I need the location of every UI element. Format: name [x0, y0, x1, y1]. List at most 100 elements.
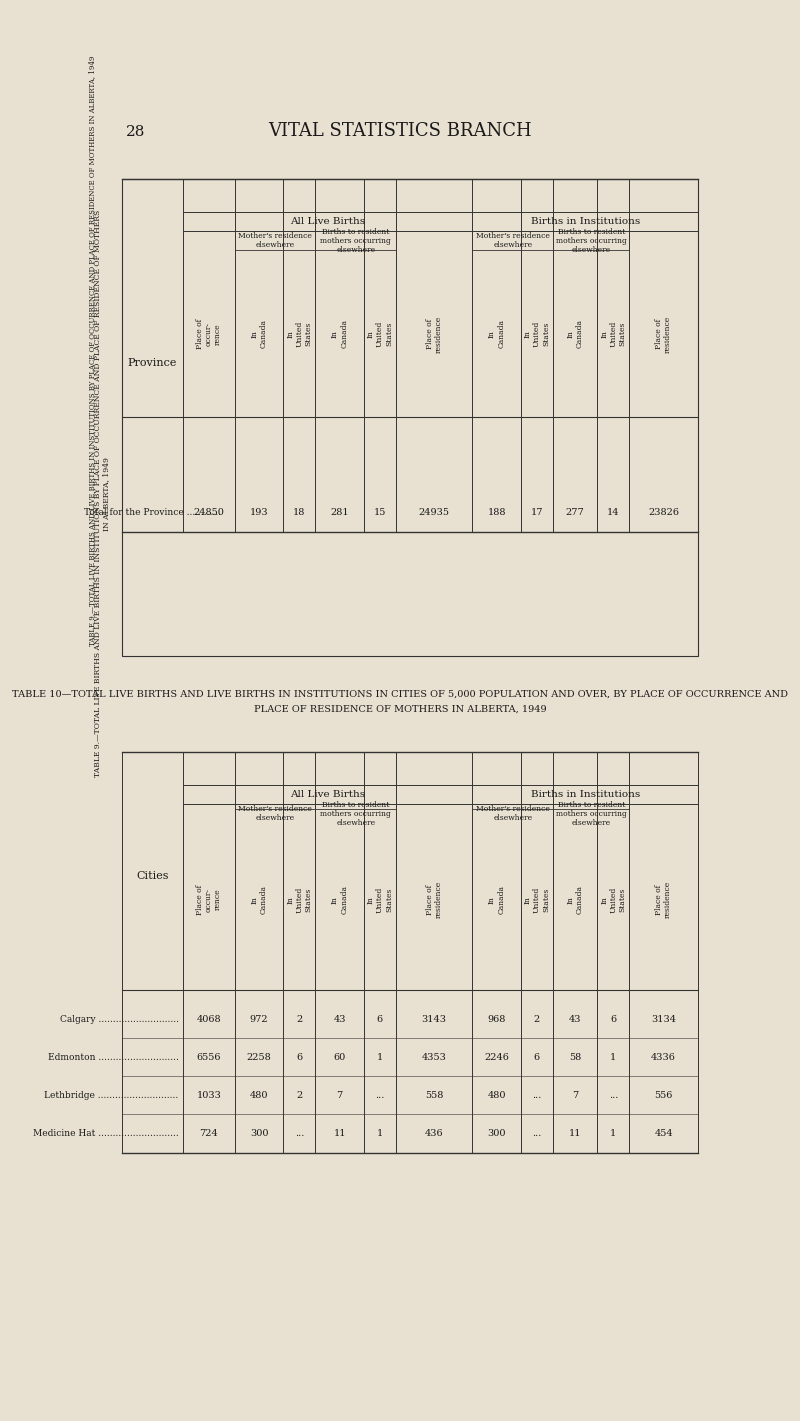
- Text: 193: 193: [250, 509, 269, 517]
- Text: In
United
States: In United States: [366, 887, 393, 912]
- Text: Lethbridge ............................: Lethbridge ............................: [44, 1091, 178, 1100]
- Text: 2246: 2246: [484, 1053, 509, 1061]
- Text: 1033: 1033: [196, 1091, 222, 1100]
- Text: 58: 58: [569, 1053, 582, 1061]
- Text: All Live Births: All Live Births: [290, 217, 365, 226]
- Text: 14: 14: [607, 509, 619, 517]
- Text: In
United
States: In United States: [524, 321, 550, 347]
- Text: 480: 480: [250, 1091, 268, 1100]
- Text: 7: 7: [572, 1091, 578, 1100]
- Text: In
Canada: In Canada: [488, 885, 506, 914]
- Text: In
Canada: In Canada: [331, 885, 348, 914]
- Text: 15: 15: [374, 509, 386, 517]
- Text: ...: ...: [532, 1130, 542, 1138]
- Text: 724: 724: [199, 1130, 218, 1138]
- Text: IN ALBERTA, 1949: IN ALBERTA, 1949: [102, 458, 110, 531]
- Text: 4336: 4336: [651, 1053, 676, 1061]
- Text: All Live Births: All Live Births: [290, 790, 365, 799]
- Text: Place of
occur-
rence: Place of occur- rence: [196, 318, 222, 350]
- Text: ...: ...: [609, 1091, 618, 1100]
- Text: In
Canada: In Canada: [250, 885, 268, 914]
- Text: ...: ...: [294, 1130, 304, 1138]
- Text: 2258: 2258: [246, 1053, 271, 1061]
- Text: 23826: 23826: [648, 509, 679, 517]
- Text: In
United
States: In United States: [600, 887, 626, 912]
- Text: Place of
residence: Place of residence: [655, 881, 672, 918]
- Text: Births in Institutions: Births in Institutions: [530, 217, 640, 226]
- Text: In
United
States: In United States: [600, 321, 626, 347]
- Text: 11: 11: [569, 1130, 582, 1138]
- Text: 1: 1: [377, 1053, 383, 1061]
- Text: 43: 43: [334, 1015, 346, 1023]
- Text: Calgary ............................: Calgary ............................: [60, 1015, 178, 1023]
- Text: 300: 300: [487, 1130, 506, 1138]
- Text: Births to resident
mothers occurring
elsewhere: Births to resident mothers occurring els…: [320, 800, 391, 827]
- Text: In
Canada: In Canada: [250, 320, 268, 348]
- Text: 281: 281: [330, 509, 349, 517]
- Text: 4353: 4353: [422, 1053, 446, 1061]
- Text: ...: ...: [532, 1091, 542, 1100]
- Text: 972: 972: [250, 1015, 269, 1023]
- Text: TABLE 9.—TOTAL LIVE BIRTHS AND LIVE BIRTHS IN INSTITUTIONS BY PLACE OF OCCURRENC: TABLE 9.—TOTAL LIVE BIRTHS AND LIVE BIRT…: [94, 210, 102, 777]
- Text: 24935: 24935: [418, 509, 450, 517]
- Text: 6556: 6556: [197, 1053, 221, 1061]
- Text: PLACE OF RESIDENCE OF MOTHERS IN ALBERTA, 1949: PLACE OF RESIDENCE OF MOTHERS IN ALBERTA…: [254, 705, 546, 713]
- Text: 24850: 24850: [194, 509, 224, 517]
- Text: 6: 6: [296, 1053, 302, 1061]
- Text: 2: 2: [296, 1091, 302, 1100]
- Text: In
Canada: In Canada: [331, 320, 348, 348]
- Text: Cities: Cities: [136, 871, 169, 881]
- Text: 454: 454: [654, 1130, 673, 1138]
- Text: Total for the Province ............: Total for the Province ............: [84, 509, 221, 517]
- Text: 188: 188: [487, 509, 506, 517]
- Text: Place of
occur-
rence: Place of occur- rence: [196, 884, 222, 915]
- Text: VITAL STATISTICS BRANCH: VITAL STATISTICS BRANCH: [268, 122, 532, 139]
- Bar: [122, 179, 698, 657]
- Text: Mother's residence
elsewhere: Mother's residence elsewhere: [476, 232, 550, 250]
- Text: 1: 1: [377, 1130, 383, 1138]
- Text: Edmonton ............................: Edmonton ............................: [48, 1053, 178, 1061]
- Text: 6: 6: [534, 1053, 540, 1061]
- Text: Place of
residence: Place of residence: [426, 315, 443, 352]
- Text: Mother's residence
elsewhere: Mother's residence elsewhere: [476, 806, 550, 823]
- Text: 11: 11: [334, 1130, 346, 1138]
- Text: 28: 28: [126, 125, 146, 139]
- Text: 2: 2: [296, 1015, 302, 1023]
- Text: 6: 6: [377, 1015, 383, 1023]
- Text: Place of
residence: Place of residence: [426, 881, 443, 918]
- Text: 556: 556: [654, 1091, 673, 1100]
- Text: In
United
States: In United States: [286, 887, 313, 912]
- Text: 4068: 4068: [197, 1015, 221, 1023]
- Text: In
Canada: In Canada: [566, 885, 584, 914]
- Text: Births to resident
mothers occurring
elsewhere: Births to resident mothers occurring els…: [320, 227, 391, 254]
- Text: 43: 43: [569, 1015, 582, 1023]
- Text: 277: 277: [566, 509, 585, 517]
- Text: 2: 2: [534, 1015, 540, 1023]
- Text: 60: 60: [334, 1053, 346, 1061]
- Text: Births in Institutions: Births in Institutions: [530, 790, 640, 799]
- Text: In
Canada: In Canada: [566, 320, 584, 348]
- Text: 968: 968: [487, 1015, 506, 1023]
- Text: 480: 480: [487, 1091, 506, 1100]
- Text: 436: 436: [425, 1130, 443, 1138]
- Text: 7: 7: [337, 1091, 342, 1100]
- Text: 18: 18: [293, 509, 306, 517]
- Text: In
Canada: In Canada: [488, 320, 506, 348]
- Text: 1: 1: [610, 1053, 617, 1061]
- Text: 17: 17: [530, 509, 543, 517]
- Text: TABLE 9.—TOTAL LIVE BIRTHS AND LIVE BIRTHS IN INSTITUTIONS BY PLACE OF OCCURRENC: TABLE 9.—TOTAL LIVE BIRTHS AND LIVE BIRT…: [89, 55, 97, 645]
- Text: 3143: 3143: [422, 1015, 446, 1023]
- Text: In
United
States: In United States: [286, 321, 313, 347]
- Text: In
United
States: In United States: [524, 887, 550, 912]
- Text: 300: 300: [250, 1130, 268, 1138]
- Text: In
United
States: In United States: [366, 321, 393, 347]
- Text: ...: ...: [375, 1091, 385, 1100]
- Text: 1: 1: [610, 1130, 617, 1138]
- Text: TABLE 10—TOTAL LIVE BIRTHS AND LIVE BIRTHS IN INSTITUTIONS IN CITIES OF 5,000 PO: TABLE 10—TOTAL LIVE BIRTHS AND LIVE BIRT…: [12, 689, 788, 699]
- Text: Province: Province: [128, 358, 177, 368]
- Text: Mother's residence
elsewhere: Mother's residence elsewhere: [238, 232, 312, 250]
- Text: 558: 558: [425, 1091, 443, 1100]
- Text: Place of
residence: Place of residence: [655, 315, 672, 352]
- Text: 3134: 3134: [651, 1015, 676, 1023]
- Text: Births to resident
mothers occurring
elsewhere: Births to resident mothers occurring els…: [556, 227, 626, 254]
